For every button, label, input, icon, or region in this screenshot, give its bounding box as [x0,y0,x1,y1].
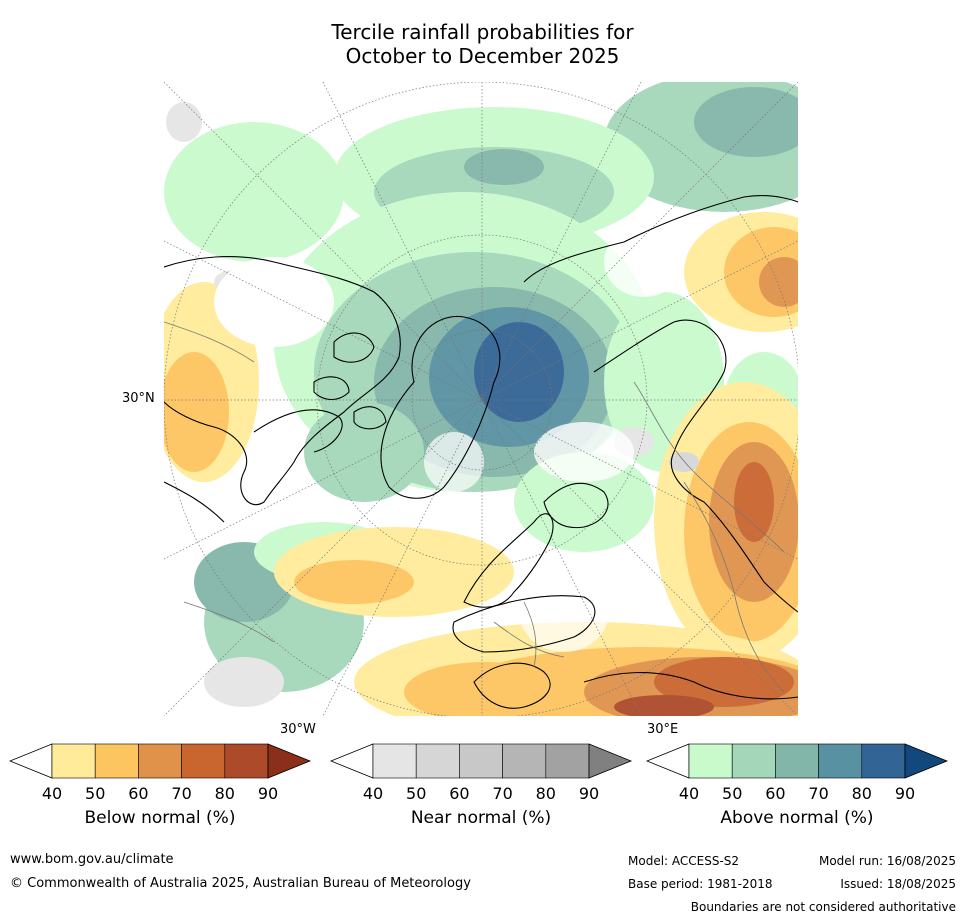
colorbar-under-triangle [8,743,53,779]
colorbar-near-normal [329,743,633,779]
colorbar-tick-label: 80 [851,784,872,803]
colorbar-box-above-normal-0 [688,743,733,779]
footer-website: www.bom.gov.au/climate [10,852,174,867]
legend-near-normal: Near normal (%) 40 50 60 70 80 90 [329,742,633,842]
legend-label-below-normal: Below normal (%) [84,808,236,828]
colorbar-box-near-normal-4 [545,743,590,779]
map-title: Tercile rainfall probabilities for Octob… [0,20,965,68]
colorbar-box-near-normal-1 [415,743,460,779]
colorbar-tick-label: 70 [808,784,829,803]
legend-label-above-normal: Above normal (%) [720,808,874,828]
lon-label-30e: 30°E [647,722,679,737]
footer-model: Model: ACCESS-S2 [628,854,740,868]
colorbar-box-near-normal-3 [502,743,547,779]
colorbar-under-triangle [645,743,690,779]
lat-label-30n: 30°N [122,391,155,406]
colorbar-tick-label: 90 [894,784,916,803]
colorbar-tick-label: 60 [449,784,470,803]
legend-below-normal: Below normal (%) 40 50 60 70 80 90 [8,742,312,842]
colorbar-below-normal [8,743,312,779]
footer-issued: Issued: 18/08/2025 [840,877,956,891]
colorbar-tick-label: 50 [406,784,427,803]
colorbar-box-below-normal-1 [94,743,139,779]
colorbar-tick-label: 40 [678,784,700,803]
footer-boundaries: Boundaries are not considered authoritat… [690,900,956,914]
colorbar-box-below-normal-3 [181,743,226,779]
colorbar-box-below-normal-0 [51,743,96,779]
colorbar-over-triangle [267,743,312,779]
colorbar-tick-label: 40 [362,784,384,803]
colorbar-box-below-normal-4 [224,743,269,779]
colorbar-box-above-normal-2 [775,743,819,779]
colorbar-tick-label: 50 [85,784,106,803]
colorbar-box-above-normal-1 [731,743,776,779]
colorbar-tick-label: 80 [535,784,556,803]
colorbar-over-triangle [904,743,949,779]
colorbar-tick-label: 60 [128,784,149,803]
colorbar-box-below-normal-2 [138,743,182,779]
colorbar-tick-label: 40 [41,784,63,803]
colorbar-tick-label: 70 [492,784,513,803]
footer-model-run: Model run: 16/08/2025 [818,854,956,868]
colorbar-under-triangle [329,743,374,779]
colorbar-tick-label: 50 [722,784,743,803]
rainfall-probability-map [164,82,798,716]
legend-label-near-normal: Near normal (%) [410,808,552,828]
graticule [164,82,798,716]
probability-field [164,82,798,716]
title-line-1: Tercile rainfall probabilities for [331,20,634,44]
colorbar-box-near-normal-0 [372,743,417,779]
colorbar-tick-label: 70 [171,784,192,803]
colorbar-tick-label: 60 [765,784,786,803]
colorbar-tick-label: 80 [214,784,235,803]
footer-copyright: © Commonwealth of Australia 2025, Austra… [10,876,471,891]
title-line-2: October to December 2025 [345,44,620,68]
colorbar-box-above-normal-4 [861,743,906,779]
coastlines [164,195,798,709]
colorbar-above-normal [645,743,949,779]
colorbar-over-triangle [588,743,633,779]
country-borders [164,321,785,693]
colorbar-tick-label: 90 [578,784,600,803]
colorbar-tick-label: 90 [257,784,279,803]
lon-label-30w: 30°W [280,722,316,737]
footer-base-period: Base period: 1981-2018 [628,877,773,891]
colorbar-box-above-normal-3 [818,743,863,779]
legend-above-normal: Above normal (%) 40 50 60 70 80 90 [645,742,949,842]
colorbar-box-near-normal-2 [459,743,503,779]
map-canvas [164,82,798,716]
